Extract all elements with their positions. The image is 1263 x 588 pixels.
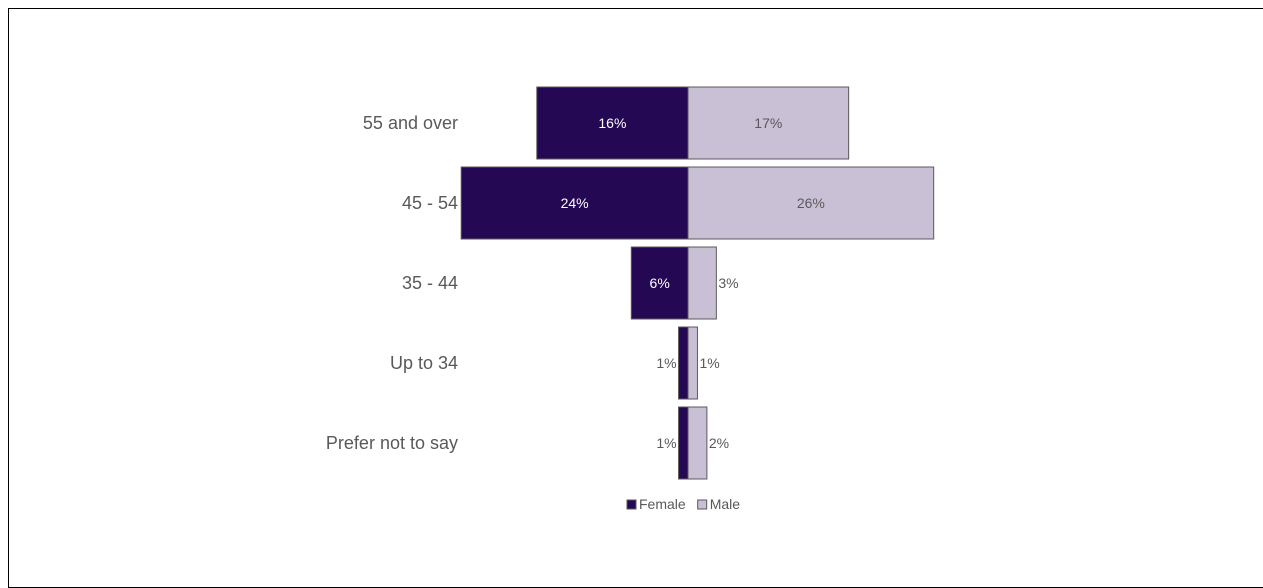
value-label-female-35-44: 6% (650, 275, 670, 291)
bar-male-55-and-over (687, 86, 850, 160)
value-label-female-prefer-not-to-say: 1% (656, 435, 676, 451)
category-label-45-54: 45 - 54 (402, 193, 458, 213)
category-label-up-to-34: Up to 34 (390, 353, 458, 373)
value-label-male-prefer-not-to-say: 2% (709, 435, 729, 451)
value-label-male-55-and-over: 17% (754, 115, 782, 131)
bar-female-45-54 (460, 166, 689, 240)
bar-male-prefer-not-to-say (687, 406, 708, 480)
value-label-female-45-54: 24% (561, 195, 589, 211)
bar-male-up-to-34 (687, 326, 698, 400)
legend: Female Male (626, 496, 741, 512)
category-label-55-and-over: 55 and over (363, 113, 458, 133)
value-label-male-35-44: 3% (718, 275, 738, 291)
category-label-35-44: 35 - 44 (402, 273, 458, 293)
bar-female-55-and-over (536, 86, 689, 160)
category-labels: 55 and over 45 - 54 35 - 44 Up to 34 Prefer … (326, 113, 458, 453)
bar-female-35-44 (630, 246, 689, 320)
bar-male-35-44 (687, 246, 717, 320)
bars (460, 86, 935, 480)
bar-female-prefer-not-to-say (678, 406, 689, 480)
legend-label-female: Female (639, 496, 686, 512)
legend-swatch-male (697, 499, 708, 510)
value-label-female-55-and-over: 16% (598, 115, 626, 131)
value-label-male-up-to-34: 1% (699, 355, 719, 371)
bar-female-up-to-34 (678, 326, 689, 400)
population-pyramid-chart: 55 and over 45 - 54 35 - 44 Up to 34 Prefer … (326, 86, 935, 512)
legend-label-male: Male (710, 496, 741, 512)
value-label-female-up-to-34: 1% (656, 355, 676, 371)
bar-male-45-54 (687, 166, 935, 240)
value-labels: 16% 17% 24% 26% 6% 3% 1% 1% 1% 2% (561, 115, 825, 451)
value-label-male-45-54: 26% (797, 195, 825, 211)
legend-swatch-female (626, 499, 637, 510)
category-label-prefer-not-to-say: Prefer not to say (326, 433, 458, 453)
